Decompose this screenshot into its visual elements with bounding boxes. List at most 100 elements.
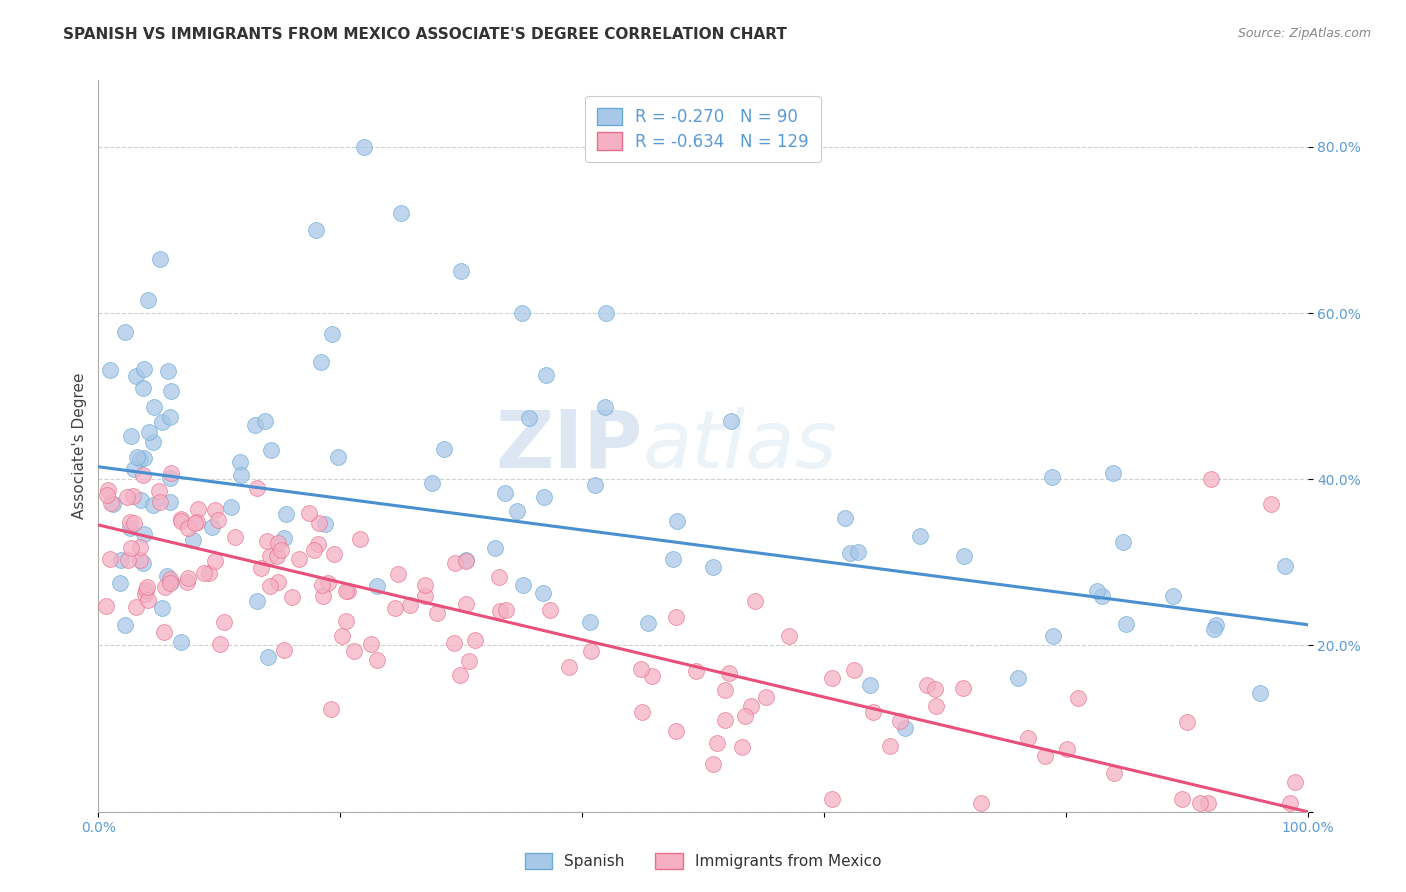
Point — [740, 699, 762, 714]
Text: Source: ZipAtlas.com: Source: ZipAtlas.com — [1237, 27, 1371, 40]
Point — [153, 580, 176, 594]
Point — [665, 723, 688, 738]
Point — [510, 306, 533, 320]
Point — [706, 736, 728, 750]
Point — [132, 362, 155, 376]
Point — [170, 514, 193, 528]
Point — [307, 536, 329, 550]
Legend: R = -0.270   N = 90, R = -0.634   N = 129: R = -0.270 N = 90, R = -0.634 N = 129 — [585, 96, 821, 162]
Point — [124, 369, 146, 384]
Point — [250, 560, 273, 574]
Point — [177, 571, 200, 585]
Point — [533, 491, 555, 505]
Point — [846, 545, 869, 559]
Point — [1040, 470, 1063, 484]
Point — [456, 553, 478, 567]
Point — [120, 521, 142, 535]
Point — [120, 515, 142, 529]
Point — [229, 455, 252, 469]
Point — [127, 450, 149, 464]
Point — [156, 364, 179, 378]
Point — [666, 514, 689, 528]
Point — [159, 572, 181, 586]
Point — [150, 415, 173, 429]
Point — [444, 556, 467, 570]
Point — [96, 599, 118, 613]
Point — [117, 553, 139, 567]
Point — [637, 616, 659, 631]
Point — [734, 708, 756, 723]
Point — [558, 660, 581, 674]
Point — [312, 589, 335, 603]
Point — [531, 586, 554, 600]
Y-axis label: Associate's Degree: Associate's Degree — [72, 373, 87, 519]
Point — [114, 618, 136, 632]
Point — [1091, 589, 1114, 603]
Point — [336, 584, 359, 599]
Point — [343, 644, 366, 658]
Point — [952, 549, 974, 564]
Point — [132, 526, 155, 541]
Point — [1102, 466, 1125, 480]
Point — [136, 580, 159, 594]
Point — [153, 625, 176, 640]
Point — [685, 664, 707, 678]
Point — [534, 368, 557, 383]
Point — [304, 542, 326, 557]
Point — [924, 682, 946, 697]
Point — [129, 451, 152, 466]
Point — [135, 582, 157, 597]
Point — [464, 632, 486, 647]
Text: atlas: atlas — [643, 407, 838, 485]
Point — [398, 599, 420, 613]
Point — [150, 601, 173, 615]
Point — [101, 497, 124, 511]
Point — [579, 644, 602, 658]
Point — [193, 566, 215, 580]
Point — [129, 540, 152, 554]
Point — [952, 681, 974, 695]
Point — [298, 506, 321, 520]
Point — [121, 489, 143, 503]
Point — [488, 604, 510, 618]
Point — [839, 546, 862, 560]
Point — [134, 587, 156, 601]
Point — [970, 797, 993, 811]
Point — [1112, 535, 1135, 549]
Point — [267, 575, 290, 590]
Point — [1279, 797, 1302, 811]
Point — [98, 552, 121, 566]
Point — [538, 603, 561, 617]
Text: SPANISH VS IMMIGRANTS FROM MEXICO ASSOCIATE'S DEGREE CORRELATION CHART: SPANISH VS IMMIGRANTS FROM MEXICO ASSOCI… — [63, 27, 787, 42]
Point — [319, 702, 342, 716]
Point — [120, 428, 142, 442]
Point — [266, 549, 288, 563]
Point — [1007, 671, 1029, 685]
Point — [641, 669, 664, 683]
Point — [450, 264, 472, 278]
Point — [129, 493, 152, 508]
Point — [176, 521, 198, 535]
Point — [387, 567, 409, 582]
Point — [454, 553, 477, 567]
Point — [273, 531, 295, 545]
Point — [132, 381, 155, 395]
Point — [731, 740, 754, 755]
Point — [915, 678, 938, 692]
Point — [458, 654, 481, 668]
Point — [305, 223, 328, 237]
Point — [894, 721, 917, 735]
Point — [257, 650, 280, 665]
Point — [702, 757, 724, 772]
Point — [204, 502, 226, 516]
Point — [330, 629, 353, 643]
Point — [245, 481, 267, 495]
Point — [1284, 774, 1306, 789]
Point — [778, 629, 800, 643]
Point — [413, 590, 436, 604]
Point — [308, 516, 330, 530]
Point — [142, 435, 165, 450]
Point — [1161, 589, 1184, 603]
Point — [335, 583, 357, 598]
Point — [314, 516, 336, 531]
